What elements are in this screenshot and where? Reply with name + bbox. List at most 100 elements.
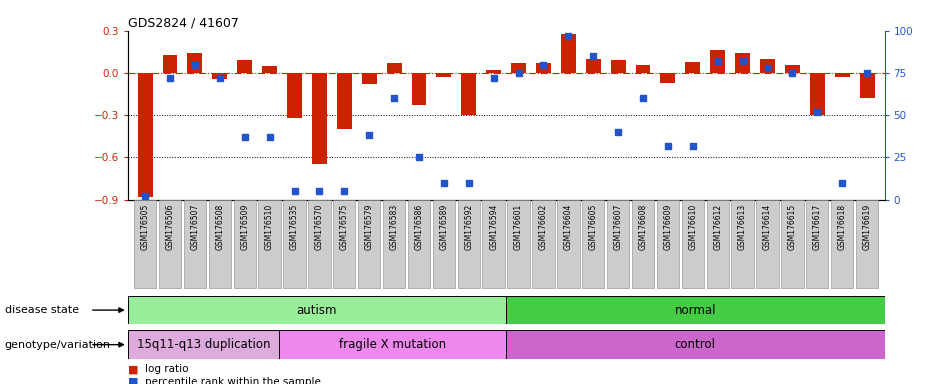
FancyBboxPatch shape xyxy=(756,200,779,288)
Bar xyxy=(561,33,576,73)
Text: GDS2824 / 41607: GDS2824 / 41607 xyxy=(128,17,238,30)
Text: GSM176594: GSM176594 xyxy=(489,204,499,250)
Point xyxy=(436,180,451,186)
FancyBboxPatch shape xyxy=(682,200,704,288)
Bar xyxy=(361,73,377,84)
Text: control: control xyxy=(674,338,716,351)
Text: GSM176614: GSM176614 xyxy=(763,204,772,250)
Bar xyxy=(636,65,651,73)
Bar xyxy=(506,330,885,359)
FancyBboxPatch shape xyxy=(408,200,430,288)
Point xyxy=(561,33,576,39)
Text: GSM176505: GSM176505 xyxy=(141,204,149,250)
Text: disease state: disease state xyxy=(5,305,79,315)
Bar xyxy=(387,63,401,73)
Bar xyxy=(536,63,551,73)
Point xyxy=(163,75,178,81)
Point xyxy=(586,53,601,59)
Text: fragile X mutation: fragile X mutation xyxy=(339,338,447,351)
Text: GSM176575: GSM176575 xyxy=(340,204,349,250)
FancyBboxPatch shape xyxy=(458,200,480,288)
FancyBboxPatch shape xyxy=(283,200,306,288)
FancyBboxPatch shape xyxy=(806,200,829,288)
Point xyxy=(860,70,875,76)
FancyBboxPatch shape xyxy=(707,200,729,288)
Text: GSM176618: GSM176618 xyxy=(838,204,847,250)
Bar xyxy=(212,73,227,79)
Bar xyxy=(128,296,506,324)
Point xyxy=(486,75,501,81)
Text: GSM176507: GSM176507 xyxy=(190,204,200,250)
Point xyxy=(785,70,800,76)
FancyBboxPatch shape xyxy=(432,200,455,288)
Text: genotype/variation: genotype/variation xyxy=(5,339,111,350)
Text: GSM176535: GSM176535 xyxy=(290,204,299,250)
Text: GSM176608: GSM176608 xyxy=(639,204,647,250)
Text: GSM176612: GSM176612 xyxy=(713,204,722,250)
Text: GSM176602: GSM176602 xyxy=(539,204,548,250)
Point xyxy=(287,188,302,194)
Text: GSM176589: GSM176589 xyxy=(439,204,448,250)
Text: ■: ■ xyxy=(128,377,138,384)
FancyBboxPatch shape xyxy=(234,200,256,288)
Text: GSM176605: GSM176605 xyxy=(588,204,598,250)
FancyBboxPatch shape xyxy=(159,200,182,288)
Text: 15q11-q13 duplication: 15q11-q13 duplication xyxy=(136,338,271,351)
Bar xyxy=(436,73,451,77)
Bar xyxy=(511,63,526,73)
Bar xyxy=(462,73,476,115)
Bar xyxy=(412,73,427,105)
FancyBboxPatch shape xyxy=(582,200,604,288)
Point xyxy=(760,65,775,71)
Text: log ratio: log ratio xyxy=(145,364,188,374)
Text: ■: ■ xyxy=(128,364,138,374)
FancyBboxPatch shape xyxy=(209,200,231,288)
Point xyxy=(262,134,277,140)
FancyBboxPatch shape xyxy=(507,200,530,288)
Point xyxy=(312,188,327,194)
FancyBboxPatch shape xyxy=(731,200,754,288)
Point xyxy=(337,188,352,194)
Point xyxy=(735,58,750,64)
Point xyxy=(412,154,427,161)
Bar xyxy=(785,65,800,73)
Bar xyxy=(586,59,601,73)
Point xyxy=(237,134,253,140)
Bar xyxy=(262,66,277,73)
Point xyxy=(685,142,700,149)
Point xyxy=(610,129,625,135)
Bar xyxy=(710,50,726,73)
Bar xyxy=(337,73,352,129)
Text: GSM176613: GSM176613 xyxy=(738,204,747,250)
FancyBboxPatch shape xyxy=(632,200,655,288)
Point xyxy=(636,95,651,101)
FancyBboxPatch shape xyxy=(557,200,580,288)
Text: GSM176570: GSM176570 xyxy=(315,204,324,250)
Text: GSM176610: GSM176610 xyxy=(689,204,697,250)
Text: autism: autism xyxy=(297,304,337,316)
FancyBboxPatch shape xyxy=(383,200,405,288)
Text: percentile rank within the sample: percentile rank within the sample xyxy=(145,377,321,384)
Bar xyxy=(128,330,279,359)
Bar xyxy=(810,73,825,115)
Bar xyxy=(685,62,700,73)
Text: GSM176583: GSM176583 xyxy=(390,204,398,250)
Bar xyxy=(187,53,202,73)
Bar xyxy=(486,70,501,73)
Text: GSM176592: GSM176592 xyxy=(464,204,473,250)
Bar xyxy=(735,53,750,73)
FancyBboxPatch shape xyxy=(308,200,330,288)
Point xyxy=(137,193,152,199)
Bar xyxy=(834,73,850,77)
FancyBboxPatch shape xyxy=(781,200,803,288)
Bar xyxy=(237,60,253,73)
Bar xyxy=(860,73,874,98)
Bar xyxy=(660,73,675,83)
Text: GSM176586: GSM176586 xyxy=(414,204,424,250)
FancyBboxPatch shape xyxy=(533,200,554,288)
Text: GSM176604: GSM176604 xyxy=(564,204,573,250)
Text: GSM176607: GSM176607 xyxy=(614,204,622,250)
Bar xyxy=(611,60,625,73)
Point xyxy=(387,95,402,101)
FancyBboxPatch shape xyxy=(831,200,853,288)
